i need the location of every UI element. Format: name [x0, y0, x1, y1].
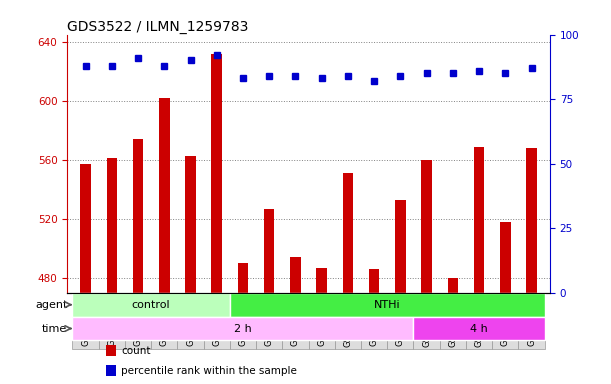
Bar	[492, 293, 518, 349]
Bar	[73, 316, 414, 341]
Text: count: count	[121, 346, 151, 356]
Bar	[211, 54, 222, 293]
Text: time: time	[42, 323, 67, 334]
Bar	[448, 278, 458, 293]
Bar	[387, 293, 414, 349]
Bar	[73, 293, 230, 316]
Text: GDS3522 / ILMN_1259783: GDS3522 / ILMN_1259783	[67, 20, 249, 33]
Bar	[335, 293, 361, 349]
Bar	[316, 268, 327, 293]
Bar	[99, 293, 125, 349]
Bar	[414, 316, 544, 341]
Bar	[177, 293, 203, 349]
Text: control: control	[132, 300, 170, 310]
Bar	[203, 293, 230, 349]
Bar	[422, 160, 432, 293]
Bar	[264, 209, 274, 293]
Bar	[395, 200, 406, 293]
Bar	[518, 293, 544, 349]
Bar	[361, 293, 387, 349]
Bar	[282, 293, 309, 349]
Bar	[151, 293, 177, 349]
Bar	[106, 365, 117, 376]
Text: 4 h: 4 h	[470, 323, 488, 334]
Bar	[238, 263, 248, 293]
Bar	[414, 293, 440, 349]
Text: 2 h: 2 h	[234, 323, 252, 334]
Bar	[125, 293, 151, 349]
Text: agent: agent	[35, 300, 67, 310]
Bar	[369, 269, 379, 293]
Bar	[309, 293, 335, 349]
Bar	[80, 164, 91, 293]
Bar	[73, 293, 99, 349]
Bar	[256, 293, 282, 349]
Bar	[440, 293, 466, 349]
Bar	[185, 156, 196, 293]
Text: NTHi: NTHi	[374, 300, 401, 310]
Bar	[159, 98, 169, 293]
Bar	[343, 173, 353, 293]
Bar	[466, 293, 492, 349]
Text: percentile rank within the sample: percentile rank within the sample	[121, 366, 297, 376]
Bar	[526, 148, 537, 293]
Bar	[106, 345, 117, 356]
Bar	[474, 147, 485, 293]
Bar	[290, 257, 301, 293]
Bar	[106, 159, 117, 293]
Bar	[230, 293, 544, 316]
Bar	[230, 293, 256, 349]
Bar	[133, 139, 144, 293]
Bar	[500, 222, 511, 293]
